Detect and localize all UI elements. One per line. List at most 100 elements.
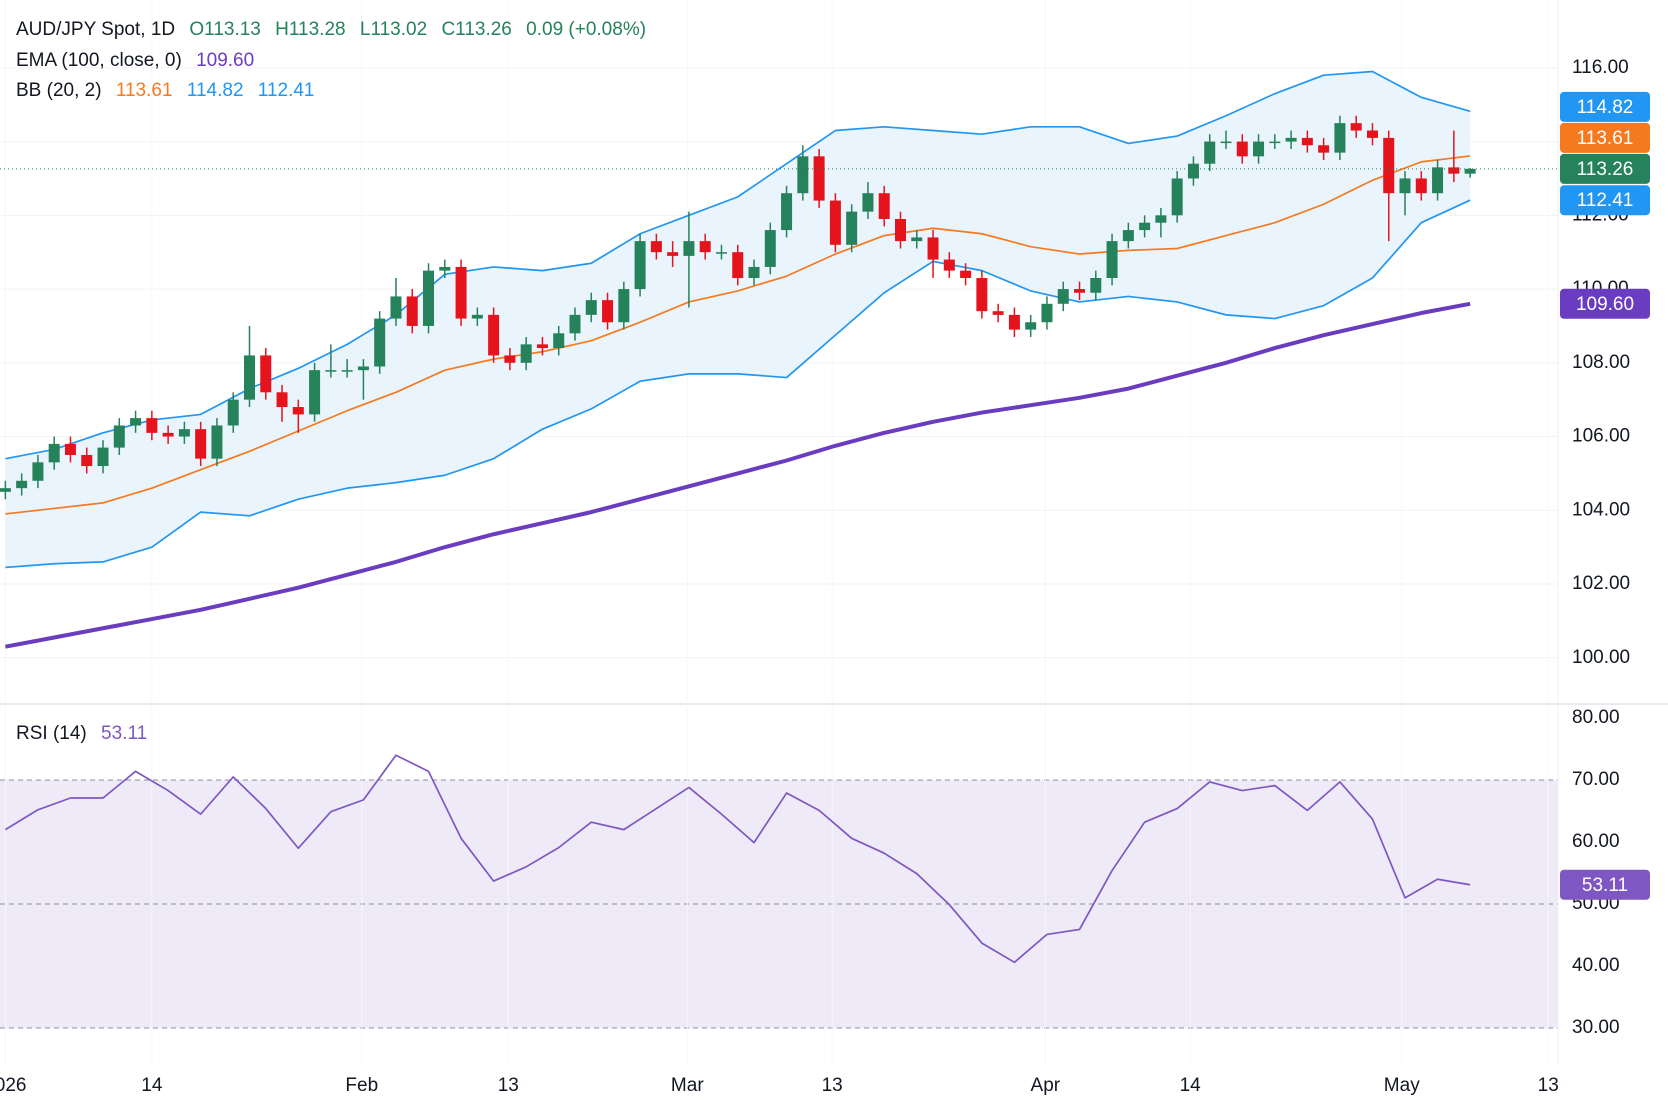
- candle-body: [130, 418, 142, 426]
- rsi-tick-label: 60.00: [1572, 831, 1620, 852]
- candle-body: [1106, 241, 1118, 278]
- candle-body: [1253, 141, 1265, 157]
- candle-body: [276, 392, 288, 408]
- candle-body: [797, 156, 809, 194]
- candle-body: [569, 314, 581, 334]
- candle-body: [520, 344, 532, 363]
- candle-body: [1220, 141, 1232, 144]
- candle-body: [764, 230, 776, 267]
- candle-body: [1301, 137, 1313, 146]
- candle-body: [536, 344, 548, 349]
- price-tag-label: 112.41: [1577, 190, 1634, 211]
- candle-body: [1383, 137, 1395, 194]
- x-tick-label: Mar: [671, 1075, 704, 1096]
- rsi-legend: RSI (14) 53.11: [16, 723, 156, 745]
- candle-body: [390, 296, 402, 319]
- candle-body: [960, 270, 972, 278]
- candle-body: [374, 318, 386, 367]
- candle-body: [1187, 163, 1199, 179]
- candle-body: [146, 418, 158, 433]
- candle-body: [488, 314, 500, 356]
- candle-body: [48, 443, 60, 463]
- candle-body: [0, 488, 11, 492]
- rsi-value: 53.11: [101, 723, 148, 744]
- x-tick-label: May: [1384, 1075, 1420, 1096]
- candle-body: [1204, 141, 1216, 164]
- x-tick-label: Apr: [1031, 1075, 1061, 1096]
- candle-body: [211, 425, 223, 459]
- ohlc-high: H113.28: [275, 19, 346, 40]
- candle-body: [813, 156, 825, 201]
- candle-body: [1122, 230, 1134, 242]
- candle-body: [846, 211, 858, 245]
- price-change: 0.09 (+0.08%): [526, 19, 647, 40]
- y-tick-label: 108.00: [1572, 352, 1630, 373]
- rsi-tick-label: 70.00: [1572, 769, 1620, 790]
- indicator-line: [4, 301, 1471, 649]
- y-tick-label: 116.00: [1572, 57, 1629, 78]
- candle-body: [1025, 322, 1037, 330]
- candle-body: [1269, 141, 1281, 144]
- candle-body: [471, 314, 483, 319]
- bb-lower-value: 112.41: [257, 80, 315, 101]
- price-tag: [1560, 122, 1650, 153]
- price-tag-label: 113.26: [1577, 159, 1634, 180]
- price-header: AUD/JPY Spot, 1D O113.13 H113.28 L113.02…: [16, 19, 655, 41]
- indicator-line: [5, 199, 1471, 569]
- candle-body: [862, 193, 874, 212]
- ema-legend: EMA (100, close, 0) 109.60: [16, 50, 263, 72]
- price-tag-label: 109.60: [1576, 294, 1634, 315]
- x-tick-label: 2026: [0, 1075, 27, 1096]
- candle-body: [894, 219, 906, 242]
- y-tick-label: 106.00: [1572, 426, 1630, 447]
- bb-name: BB (20, 2): [16, 80, 102, 101]
- candle-body: [1399, 178, 1411, 194]
- candle-body: [650, 241, 662, 253]
- ema-name: EMA (100, close, 0): [16, 50, 182, 71]
- candle-body: [781, 193, 793, 231]
- price-tag-label: 114.82: [1577, 97, 1634, 118]
- candle-body: [732, 252, 744, 278]
- candle-body: [97, 447, 109, 467]
- bb-mid-value: 113.61: [115, 80, 173, 101]
- rsi-name: RSI (14): [16, 723, 87, 744]
- candle-body: [699, 241, 711, 253]
- candle-body: [309, 370, 321, 415]
- candle-body: [423, 270, 435, 326]
- price-tag-label: 113.61: [1577, 128, 1634, 149]
- candle-body: [976, 277, 988, 312]
- candle-body: [16, 480, 28, 489]
- candle-body: [1139, 222, 1151, 231]
- candle-body: [1415, 178, 1427, 194]
- candle-body: [683, 241, 695, 256]
- candle-body: [911, 237, 923, 242]
- candle-body: [292, 407, 304, 415]
- x-tick-label: 13: [1538, 1075, 1559, 1096]
- candle-body: [585, 300, 597, 315]
- candle-body: [943, 259, 955, 271]
- candle-body: [715, 252, 727, 254]
- x-tick-label: Feb: [345, 1075, 378, 1096]
- candle-body: [455, 266, 467, 319]
- y-tick-label: 104.00: [1572, 499, 1630, 520]
- candle-body: [992, 311, 1004, 315]
- x-tick-label: 13: [498, 1075, 519, 1096]
- candle-body: [602, 300, 614, 323]
- candle-body: [1448, 167, 1460, 174]
- ohlc-close: C113.26: [441, 19, 512, 40]
- candle-body: [260, 355, 272, 393]
- symbol-title: AUD/JPY Spot, 1D: [16, 19, 176, 40]
- candle-body: [667, 252, 679, 256]
- candle-body: [1334, 123, 1346, 153]
- ohlc-open: O113.13: [189, 19, 261, 40]
- rsi-tick-label: 40.00: [1572, 955, 1620, 976]
- candle-body: [1171, 178, 1183, 216]
- candle-body: [1285, 137, 1297, 142]
- candle-body: [553, 333, 565, 349]
- rsi-tag: [1560, 869, 1650, 900]
- price-tag: [1560, 288, 1650, 319]
- candle-body: [1350, 123, 1362, 131]
- candle-body: [227, 399, 239, 426]
